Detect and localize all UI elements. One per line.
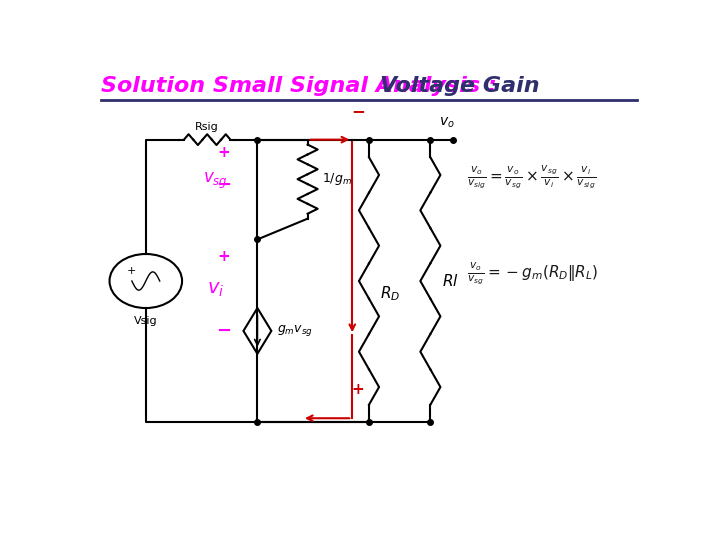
- Text: −: −: [216, 177, 232, 194]
- Text: $1/g_m$: $1/g_m$: [322, 171, 351, 187]
- Text: $\frac{v_o}{v_{sig}} = \frac{v_o}{v_{sg}} \times \frac{v_{sg}}{v_i} \times \frac: $\frac{v_o}{v_{sig}} = \frac{v_o}{v_{sg}…: [467, 164, 595, 191]
- Text: +: +: [217, 248, 230, 264]
- Text: $R_D$: $R_D$: [380, 284, 400, 303]
- Text: $v_i$: $v_i$: [207, 280, 224, 299]
- Text: +: +: [127, 266, 137, 275]
- Text: +: +: [217, 145, 230, 160]
- Text: Vsig: Vsig: [134, 315, 158, 326]
- Text: $\frac{v_o}{v_{sg}} = -g_m\left(R_D \| R_L\right)$: $\frac{v_o}{v_{sg}} = -g_m\left(R_D \| R…: [467, 260, 598, 286]
- Text: +: +: [351, 382, 364, 396]
- Text: $g_m v_{sg}$: $g_m v_{sg}$: [277, 323, 313, 339]
- Text: Solution Small Signal Analysis :: Solution Small Signal Analysis :: [101, 76, 505, 96]
- Text: $Rl$: $Rl$: [441, 273, 459, 289]
- Text: $v_o$: $v_o$: [439, 116, 455, 130]
- Text: Rsig: Rsig: [195, 122, 219, 132]
- Text: −: −: [216, 322, 232, 340]
- Text: −: −: [351, 102, 365, 119]
- Text: $v_{sg}$: $v_{sg}$: [203, 171, 228, 191]
- Text: Voltage Gain: Voltage Gain: [380, 76, 540, 96]
